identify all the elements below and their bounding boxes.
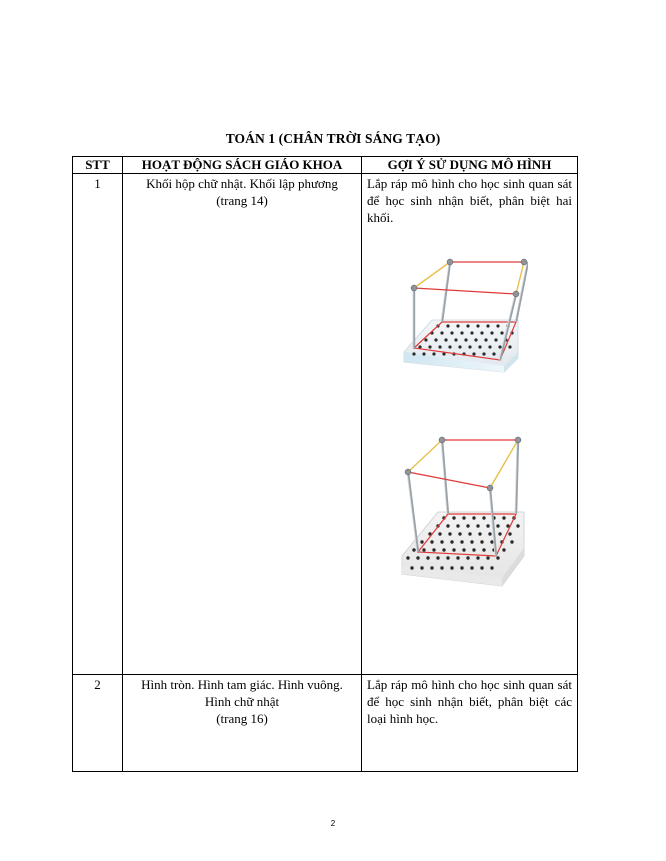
- table-row: 1 Khối hộp chữ nhật. Khối lập phương (tr…: [72, 173, 578, 675]
- page-number: 2: [330, 819, 336, 828]
- row-number: 2: [94, 677, 101, 692]
- header-activity: HOẠT ĐỘNG SÁCH GIÁO KHOA: [122, 156, 362, 174]
- cube-model-image: [401, 436, 525, 587]
- activity-page: (trang 16): [216, 711, 268, 726]
- page-title: TOÁN 1 (CHÂN TRỜI SÁNG TẠO): [225, 131, 441, 146]
- model-hint-text: Lắp ráp mô hình cho học sinh quan sát để…: [367, 176, 572, 225]
- activity-title-cont: Hình chữ nhật: [204, 694, 280, 709]
- table-header-row: STT HOẠT ĐỘNG SÁCH GIÁO KHOA GỢI Ý SỬ DỤ…: [72, 156, 578, 174]
- table-row: 2 Hình tròn. Hình tam giác. Hình vuông. …: [72, 674, 578, 772]
- activity-title: Khối hộp chữ nhật. Khối lập phương: [146, 176, 338, 191]
- activity-title: Hình tròn. Hình tam giác. Hình vuông.: [141, 677, 343, 692]
- row-number: 1: [94, 176, 101, 191]
- model-usage-table: STT HOẠT ĐỘNG SÁCH GIÁO KHOA GỢI Ý SỬ DỤ…: [72, 156, 578, 772]
- cuboid-model-image: [403, 258, 528, 373]
- header-stt: STT: [72, 156, 123, 174]
- header-model-hint: GỢI Ý SỬ DỤNG MÔ HÌNH: [361, 156, 578, 174]
- activity-page: (trang 14): [216, 193, 268, 208]
- model-hint-text: Lắp ráp mô hình cho học sinh quan sát để…: [367, 677, 572, 726]
